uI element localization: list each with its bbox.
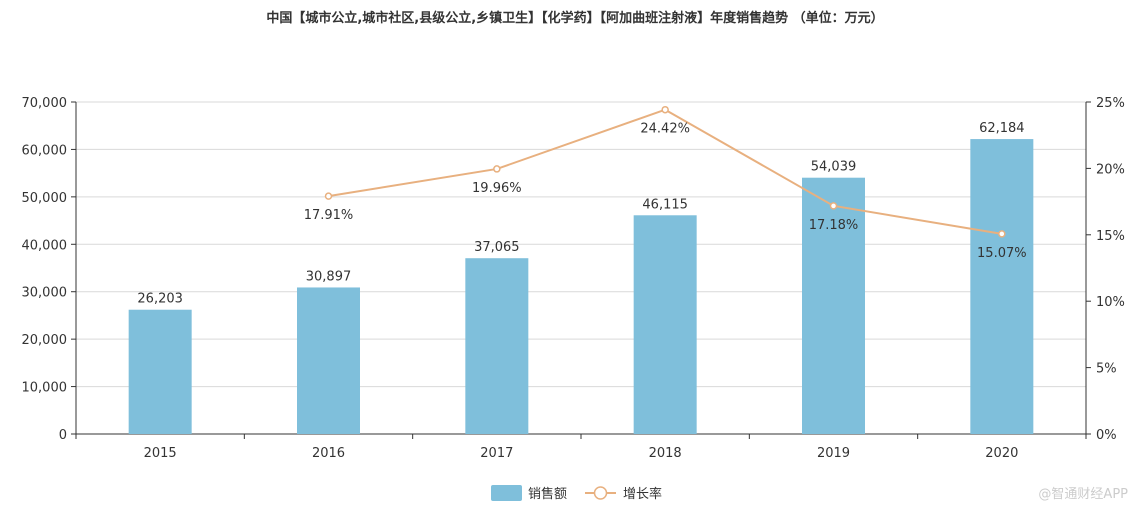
y-left-tick-label: 50,000 bbox=[22, 191, 68, 206]
x-tick-label: 2016 bbox=[312, 446, 345, 461]
x-tick-label: 2020 bbox=[985, 446, 1018, 461]
legend[interactable]: 销售额 增长率 bbox=[491, 485, 662, 502]
bar[interactable] bbox=[970, 139, 1034, 434]
legend-bar-label[interactable]: 销售额 bbox=[528, 486, 567, 502]
y-right-tick-label: 15% bbox=[1096, 229, 1125, 244]
x-tick-label: 2017 bbox=[480, 446, 513, 461]
line-value-label: 24.42% bbox=[640, 122, 690, 137]
y-right-tick-label: 5% bbox=[1096, 362, 1117, 377]
bar-value-label: 54,039 bbox=[811, 160, 857, 175]
x-tick-label: 2018 bbox=[649, 446, 682, 461]
bar[interactable] bbox=[633, 215, 697, 434]
line-point[interactable] bbox=[998, 230, 1006, 238]
line-point[interactable] bbox=[661, 105, 669, 114]
bar-series bbox=[128, 139, 1034, 434]
legend-line-label[interactable]: 增长率 bbox=[623, 486, 662, 502]
line-series bbox=[324, 105, 1006, 238]
y-left-tick-label: 40,000 bbox=[22, 238, 68, 253]
line-value-label: 17.91% bbox=[304, 208, 354, 223]
y-left-tick-label: 0 bbox=[59, 428, 67, 443]
axes: 0 10,000 20,000 30,000 40,000 50,000 60,000 70,… bbox=[22, 96, 1125, 461]
bar-value-label: 46,115 bbox=[642, 197, 688, 212]
chart-title: 中国【城市公立,城市社区,县级公立,乡镇卫生】【化学药】【阿加曲班注射液】年度销… bbox=[266, 10, 883, 26]
bar-value-label: 30,897 bbox=[306, 269, 352, 284]
line-point[interactable] bbox=[829, 202, 838, 210]
x-tick-label: 2019 bbox=[817, 446, 850, 461]
line-value-label: 15.07% bbox=[977, 246, 1027, 261]
y-left-tick-label: 20,000 bbox=[22, 333, 68, 348]
y-left-tick-label: 10,000 bbox=[22, 381, 68, 396]
x-tick-label: 2015 bbox=[144, 446, 177, 461]
y-right-tick-label: 0% bbox=[1096, 428, 1117, 443]
line-value-label: 19.96% bbox=[472, 181, 522, 196]
y-right-tick-label: 10% bbox=[1096, 295, 1125, 310]
bar[interactable] bbox=[465, 258, 529, 434]
bar-value-label: 26,203 bbox=[137, 292, 183, 307]
bar[interactable] bbox=[297, 287, 360, 434]
line-point[interactable] bbox=[493, 165, 501, 173]
bar[interactable] bbox=[128, 309, 192, 434]
grid bbox=[76, 101, 1086, 388]
y-left-tick-label: 60,000 bbox=[22, 143, 68, 158]
legend-bar-swatch[interactable] bbox=[491, 485, 522, 501]
watermark: @智通财经APP bbox=[1038, 487, 1128, 502]
line-point[interactable] bbox=[324, 192, 333, 200]
y-right-tick-label: 20% bbox=[1096, 162, 1125, 177]
y-right-tick-label: 25% bbox=[1096, 96, 1125, 111]
y-left-tick-label: 30,000 bbox=[22, 286, 68, 301]
bar[interactable] bbox=[802, 177, 865, 434]
line-value-label: 17.18% bbox=[809, 218, 859, 233]
data-labels: 26,203 30,897 37,065 46,115 54,039 62,184 17.9… bbox=[137, 121, 1026, 307]
bar-value-label: 37,065 bbox=[474, 240, 520, 255]
bar-value-label: 62,184 bbox=[979, 121, 1025, 136]
legend-line-marker[interactable] bbox=[593, 486, 608, 500]
y-left-tick-label: 70,000 bbox=[22, 96, 68, 111]
